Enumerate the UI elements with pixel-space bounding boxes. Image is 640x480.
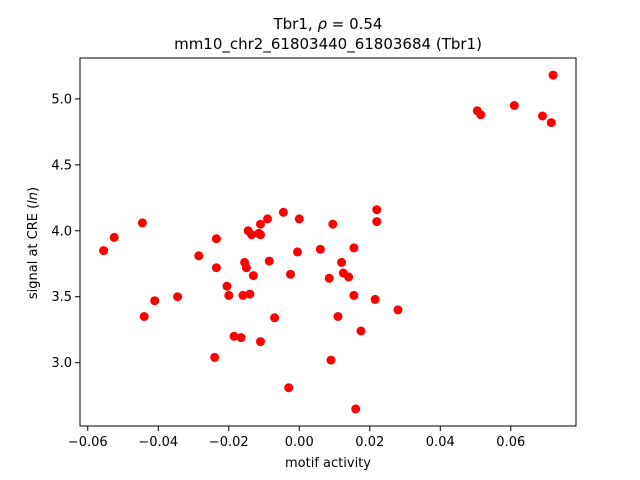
x-tick-label-1: −0.04 (138, 435, 178, 450)
scatter-point-19 (247, 230, 257, 240)
y-axis-ticks: 3.0 3.5 4.0 4.5 5.0 (51, 92, 80, 371)
plot-area-frame (79, 57, 577, 427)
scatter-point-10 (222, 281, 232, 291)
x-axis-ticks: −0.06 −0.04 −0.02 0.00 0.02 0.04 0.06 (68, 426, 525, 450)
scatter-point-28 (278, 207, 288, 217)
scatter-point-51 (509, 101, 519, 110)
scatter-point-33 (315, 244, 325, 254)
scatter-point-7 (210, 352, 220, 362)
scatter-point-40 (344, 272, 354, 282)
scatter-point-1 (109, 232, 119, 242)
chart-title-line2: mm10_chr2_61803440_61803684 (Tbr1) (174, 35, 482, 54)
scatter-point-25 (263, 214, 272, 224)
scatter-point-13 (236, 333, 246, 343)
x-tick-label-4: 0.02 (355, 435, 384, 450)
scatter-point-35 (326, 355, 336, 365)
scatter-point-26 (264, 256, 274, 266)
scatter-point-4 (150, 296, 160, 306)
scatter-point-46 (372, 205, 382, 215)
scatter-point-0 (99, 246, 109, 256)
scatter-point-42 (349, 290, 359, 300)
scatter-point-29 (284, 383, 294, 393)
scatter-point-27 (270, 313, 280, 323)
y-tick-label-1: 3.5 (51, 290, 72, 305)
scatter-point-30 (286, 269, 295, 279)
scatter-point-11 (224, 290, 234, 300)
y-tick-label-3: 4.5 (51, 158, 72, 173)
scatter-point-41 (349, 243, 359, 253)
scatter-point-16 (241, 263, 251, 273)
scatter-point-54 (548, 70, 558, 80)
scatter-point-53 (546, 118, 556, 128)
scatter-point-36 (328, 219, 338, 229)
x-tick-label-0: −0.06 (68, 435, 108, 450)
scatter-point-34 (324, 273, 334, 283)
scatter-point-52 (538, 111, 547, 121)
scatter-point-8 (211, 263, 221, 273)
scatter-point-44 (356, 326, 366, 336)
scatter-point-12 (229, 331, 239, 341)
scatter-point-22 (256, 230, 265, 240)
scatter-point-14 (238, 290, 248, 300)
x-tick-label-2: −0.02 (209, 435, 249, 450)
x-tick-label-3: 0.00 (285, 435, 314, 450)
scatter-point-2 (137, 218, 147, 228)
scatter-point-9 (211, 234, 221, 244)
y-tick-label-0: 3.0 (51, 356, 72, 371)
scatter-point-5 (173, 292, 183, 302)
scatter-point-47 (372, 217, 382, 227)
scatter-point-31 (293, 247, 302, 257)
y-tick-label-4: 5.0 (51, 92, 72, 107)
y-axis-label: signal at CRE (ln) (26, 187, 41, 299)
points-layer (99, 70, 558, 414)
x-tick-label-5: 0.04 (426, 435, 455, 450)
scatter-point-6 (194, 251, 204, 261)
scatter-point-3 (139, 312, 149, 321)
scatter-point-37 (333, 312, 343, 321)
scatter-point-50 (476, 110, 486, 120)
scatter-point-38 (337, 257, 347, 267)
x-axis-label: motif activity (285, 456, 371, 471)
scatter-point-23 (256, 219, 265, 229)
scatter-point-20 (248, 271, 258, 281)
scatter-point-32 (294, 214, 304, 224)
scatter-point-18 (245, 289, 255, 299)
y-tick-label-2: 4.0 (51, 224, 72, 239)
scatter-point-48 (393, 305, 403, 315)
x-tick-label-6: 0.06 (496, 435, 525, 450)
chart-title-line1: Tbr1, ρ = 0.54 (273, 15, 383, 33)
scatter-point-45 (370, 294, 380, 304)
scatter-point-24 (256, 337, 265, 347)
scatter-point-43 (351, 404, 361, 414)
